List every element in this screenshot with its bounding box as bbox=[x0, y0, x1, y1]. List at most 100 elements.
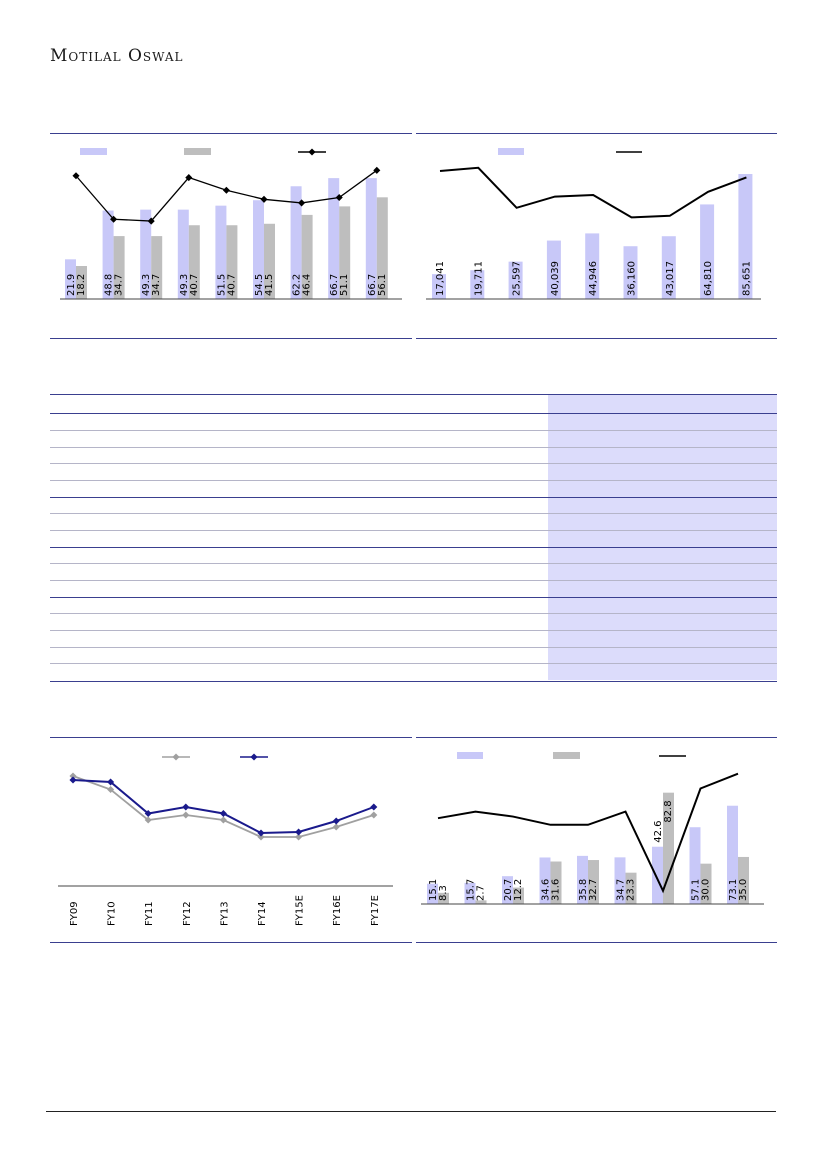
chart2-top-rule bbox=[416, 133, 777, 134]
table-row bbox=[50, 663, 777, 664]
legend-swatch-secondary bbox=[553, 752, 580, 759]
bar-primary bbox=[365, 178, 377, 299]
data-label-primary: 49.3 bbox=[141, 274, 152, 296]
x-tick-label: FY15E bbox=[295, 895, 306, 926]
footer-rule bbox=[46, 1111, 776, 1112]
series-line bbox=[437, 772, 739, 894]
line-marker bbox=[219, 816, 227, 824]
bar-primary bbox=[177, 209, 189, 299]
legend-marker-grey bbox=[172, 753, 180, 761]
data-label-primary: 20.7 bbox=[503, 879, 514, 901]
series-line bbox=[439, 166, 747, 219]
data-label-primary: 34.7 bbox=[616, 879, 627, 901]
line-marker bbox=[144, 809, 152, 818]
line-marker bbox=[370, 811, 378, 819]
bar-secondary bbox=[700, 863, 712, 904]
data-label-secondary: 34.7 bbox=[151, 274, 162, 296]
bar-primary bbox=[65, 259, 76, 299]
line-marker bbox=[144, 816, 152, 824]
chart2-bar-line: 17,041 19,711 25,597 40,039 44,946 36,160 43,0… bbox=[426, 148, 761, 300]
data-label-secondary: 31.6 bbox=[551, 879, 562, 901]
bar-secondary bbox=[625, 872, 637, 904]
legend-swatch-primary bbox=[498, 148, 524, 155]
line-marker bbox=[332, 817, 340, 825]
line-marker bbox=[182, 803, 190, 811]
data-label-secondary: 30.0 bbox=[701, 879, 712, 901]
bar-primary bbox=[738, 174, 753, 299]
line-marker bbox=[335, 193, 343, 202]
bar-primary bbox=[623, 246, 638, 299]
line-marker bbox=[298, 199, 306, 207]
chart4-bottom-rule bbox=[416, 942, 777, 943]
table-row bbox=[50, 513, 777, 514]
x-tick-label: FY14 bbox=[257, 901, 268, 926]
data-label-primary: 15.1 bbox=[428, 879, 439, 901]
line-marker bbox=[185, 174, 193, 182]
line-marker bbox=[260, 195, 268, 203]
table-row bbox=[50, 580, 777, 581]
data-label-secondary: 2.7 bbox=[476, 885, 487, 901]
bar-secondary bbox=[438, 892, 449, 904]
data-label-primary: 34.6 bbox=[541, 879, 552, 901]
bar-primary bbox=[539, 857, 551, 904]
line-marker bbox=[332, 823, 340, 831]
chart4-bar-line: 15.1 8.3 15.7 2.7 20.7 12.2 34.6 31.6 35.8 32.7 34… bbox=[421, 752, 764, 905]
legend-swatch-primary bbox=[80, 148, 107, 155]
data-label-secondary: 35.0 bbox=[738, 879, 749, 901]
table-top-rule bbox=[50, 394, 777, 395]
data-label-secondary: 40.7 bbox=[189, 274, 200, 296]
bar-primary bbox=[727, 805, 738, 904]
bar-secondary bbox=[588, 860, 599, 904]
data-label-primary: 19,711 bbox=[473, 261, 484, 296]
bar-primary bbox=[102, 210, 114, 299]
data-label-secondary: 32.7 bbox=[588, 879, 599, 901]
bar-primary bbox=[585, 233, 600, 299]
line-marker bbox=[147, 217, 155, 225]
data-label-secondary: 23.3 bbox=[626, 879, 637, 901]
data-label-primary: 51.5 bbox=[216, 274, 227, 296]
line-marker bbox=[295, 828, 303, 836]
bar-primary bbox=[508, 261, 523, 299]
bar-primary bbox=[614, 857, 626, 904]
bar-secondary bbox=[301, 214, 313, 299]
table-row bbox=[50, 613, 777, 614]
line-marker bbox=[69, 772, 77, 780]
table-header-rule bbox=[50, 413, 777, 414]
data-label-primary: 85,651 bbox=[741, 261, 752, 296]
data-label-secondary: 8.3 bbox=[438, 885, 449, 901]
table-highlight-column bbox=[548, 394, 777, 680]
data-label-primary: 64,810 bbox=[703, 261, 714, 296]
table-row bbox=[50, 463, 777, 464]
bar-primary bbox=[661, 236, 676, 299]
x-tick-label: FY12 bbox=[182, 901, 193, 926]
legend-swatch-primary bbox=[457, 752, 483, 759]
bar-secondary bbox=[663, 792, 674, 904]
table-row bbox=[50, 480, 777, 481]
data-label-secondary: 41.5 bbox=[264, 274, 275, 296]
chart1-top-rule bbox=[50, 133, 412, 134]
bar-primary bbox=[328, 178, 340, 299]
bar-primary bbox=[700, 204, 715, 299]
bar-secondary bbox=[738, 856, 749, 904]
data-label-secondary: 46.4 bbox=[302, 274, 313, 296]
x-tick-label: FY09 bbox=[69, 901, 80, 926]
table-row bbox=[50, 447, 777, 448]
data-label-primary: 25,597 bbox=[512, 261, 523, 296]
bar-primary bbox=[502, 876, 513, 904]
line-marker bbox=[107, 785, 115, 794]
data-table bbox=[50, 394, 777, 682]
data-label-primary: 21.9 bbox=[66, 274, 77, 296]
bar-secondary bbox=[264, 223, 275, 299]
bar-secondary bbox=[113, 236, 125, 299]
bar-secondary bbox=[151, 236, 163, 299]
table-row bbox=[50, 430, 777, 431]
line-marker bbox=[257, 829, 265, 837]
data-label-primary: 66.7 bbox=[367, 274, 378, 296]
chart4-top-rule bbox=[416, 737, 777, 738]
line-marker bbox=[110, 215, 118, 223]
bar-primary bbox=[432, 274, 446, 299]
data-label-primary: 54.5 bbox=[254, 274, 265, 296]
bar-secondary bbox=[226, 225, 238, 299]
table-bottom-rule bbox=[50, 681, 777, 682]
data-label-secondary: 82.8 bbox=[663, 800, 674, 822]
